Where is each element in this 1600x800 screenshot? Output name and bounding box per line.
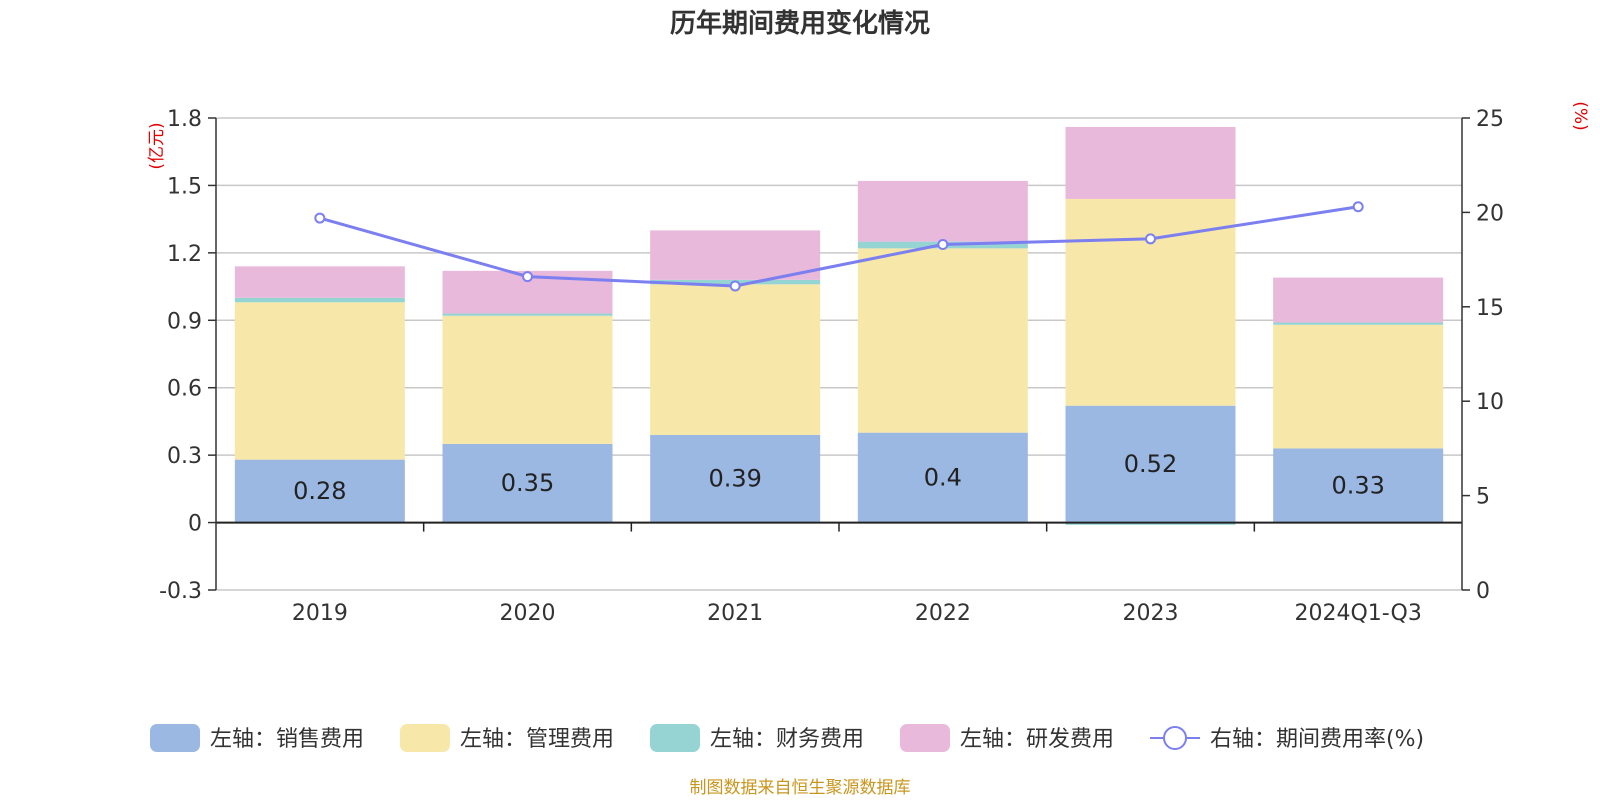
bar-segment [1273, 324, 1444, 449]
legend-label: 左轴：管理费用 [460, 727, 614, 752]
axes: 1.8 1.5 1.2 0.9 0.6 0.3 0 -0.3 25 20 15 10 5 0 2019 202… [159, 107, 1504, 626]
bar-layer [234, 126, 1444, 525]
expense-rate-line [319, 205, 1359, 288]
legend-swatch [650, 724, 700, 752]
right-tick-label: 20 [1476, 201, 1504, 226]
right-tick-label: 10 [1476, 390, 1504, 415]
left-tick-label: 1.2 [167, 242, 202, 267]
bar-segment [857, 248, 1028, 433]
bar-segment [442, 443, 613, 523]
legend-swatch [150, 724, 200, 752]
bar-value-label: 0.28 [293, 477, 346, 505]
legend: 左轴：销售费用 左轴：管理费用 左轴：财务费用 左轴：研发费用 右轴：期间费用率(%) [150, 724, 1424, 752]
bar-segment [857, 180, 1028, 242]
line-layer [314, 201, 1364, 292]
expense-rate-point [937, 238, 949, 250]
bar-segment [234, 302, 405, 460]
bar-segment [650, 434, 821, 523]
bar-segment [442, 313, 613, 316]
bar-value-label: 0.39 [708, 465, 761, 493]
bar-segment [650, 284, 821, 435]
x-tick-label: 2020 [500, 601, 556, 626]
right-tick-label: 15 [1476, 296, 1504, 321]
right-tick-label: 0 [1476, 579, 1490, 604]
x-tick-label: 2021 [707, 601, 763, 626]
legend-label: 左轴：销售费用 [210, 727, 364, 752]
x-tick-label: 2022 [915, 601, 971, 626]
bar-value-label: 0.4 [924, 464, 962, 492]
left-tick-label: 0 [188, 512, 202, 537]
data-labels: 0.28 0.35 0.39 0.4 0.52 0.33 [293, 450, 1385, 505]
source-note: 制图数据来自恒生聚源数据库 [690, 778, 911, 798]
bar-segment [1065, 522, 1236, 525]
right-tick-label: 5 [1476, 485, 1490, 510]
right-axis-unit: (%) [1570, 101, 1590, 130]
bar-segment [1273, 448, 1444, 523]
expense-rate-point [1352, 201, 1364, 213]
x-tick-label: 2024Q1-Q3 [1294, 601, 1421, 626]
bar-segment [234, 459, 405, 523]
bar-segment [1273, 322, 1444, 325]
legend-label: 左轴：研发费用 [960, 727, 1114, 752]
x-tick-label: 2023 [1123, 601, 1179, 626]
expense-rate-point [1145, 233, 1156, 245]
bar-segment [1065, 126, 1236, 199]
left-tick-label: 0.6 [167, 377, 202, 402]
left-axis-unit: (亿元) [147, 122, 167, 169]
bar-value-label: 0.33 [1331, 471, 1384, 499]
legend-swatch [400, 724, 450, 752]
legend-swatch [900, 724, 950, 752]
left-tick-label: 1.5 [167, 174, 202, 199]
bar-segment [650, 230, 821, 280]
left-tick-label: 0.3 [167, 444, 202, 469]
left-tick-label: -0.3 [159, 579, 202, 604]
expense-rate-point [314, 212, 326, 224]
expense-rate-point [729, 280, 741, 292]
bar-segment [234, 297, 405, 303]
chart-title: 历年期间费用变化情况 [670, 8, 930, 39]
bar-segment [1273, 277, 1444, 323]
legend-label: 左轴：财务费用 [710, 727, 864, 752]
bar-segment [442, 315, 613, 444]
right-tick-label: 25 [1476, 107, 1504, 132]
left-tick-label: 1.8 [167, 107, 202, 132]
legend-line-marker [1163, 726, 1187, 750]
bar-value-label: 0.35 [501, 469, 554, 497]
bar-segment [234, 266, 405, 298]
bar-segment [1065, 405, 1236, 523]
bar-value-label: 0.52 [1124, 450, 1177, 478]
expense-rate-point [522, 271, 533, 283]
legend-label: 右轴：期间费用率(%) [1210, 727, 1424, 752]
bar-segment [857, 432, 1028, 523]
x-tick-label: 2019 [292, 601, 348, 626]
left-tick-label: 0.9 [167, 309, 202, 334]
